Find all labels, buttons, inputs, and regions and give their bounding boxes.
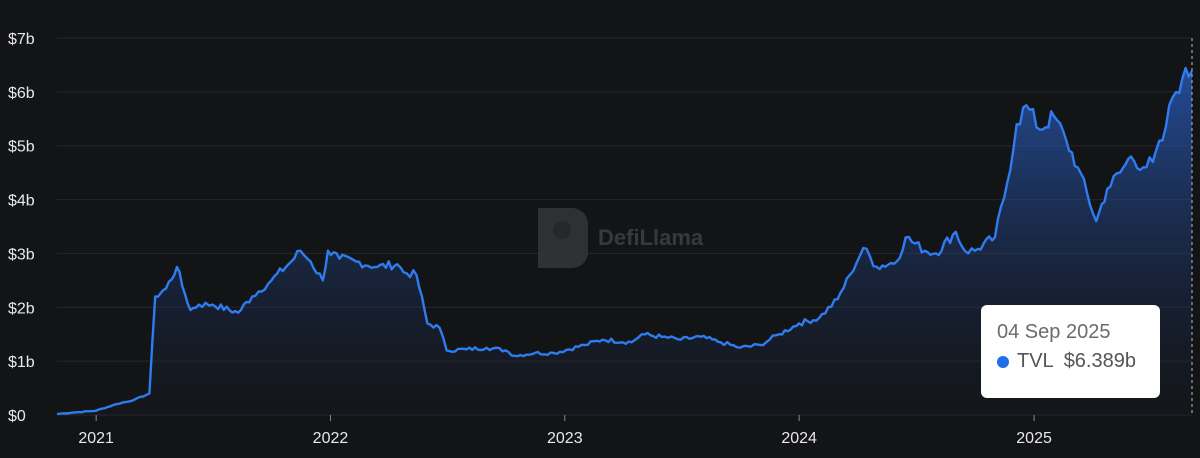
tvl-legend-dot — [997, 355, 1009, 368]
y-tick-label: $4b — [8, 193, 35, 210]
watermark-text: DefiLlama — [598, 225, 704, 250]
tooltip-series-name: TVL — [1017, 350, 1054, 372]
tvl-area — [57, 68, 1192, 415]
tooltip-value: $6.389b — [1063, 350, 1136, 372]
chart-tooltip: 04 Sep 2025 TVL $6.389b — [981, 305, 1160, 398]
y-tick-label: $0 — [8, 408, 26, 425]
y-tick-label: $5b — [8, 139, 35, 156]
x-tick-label: 2023 — [547, 430, 583, 447]
y-tick-label: $2b — [8, 300, 35, 317]
x-tick-label: 2022 — [313, 430, 349, 447]
x-tick-label: 2024 — [781, 430, 817, 447]
y-tick-label: $6b — [8, 85, 35, 102]
y-tick-label: $3b — [8, 246, 35, 263]
y-tick-label: $1b — [8, 354, 35, 371]
x-axis: 2021 2022 2023 2024 2025 — [78, 415, 1052, 447]
tvl-series-line — [56, 66, 1194, 416]
y-tick-label: $7b — [8, 31, 35, 48]
x-tick-label: 2021 — [78, 430, 114, 447]
x-tick-label: 2025 — [1016, 430, 1052, 447]
y-axis: $0 $1b $2b $3b $4b $5b $6b $7b — [8, 31, 35, 425]
tooltip-date: 04 Sep 2025 — [997, 321, 1111, 343]
watermark: DefiLlama — [538, 208, 704, 268]
